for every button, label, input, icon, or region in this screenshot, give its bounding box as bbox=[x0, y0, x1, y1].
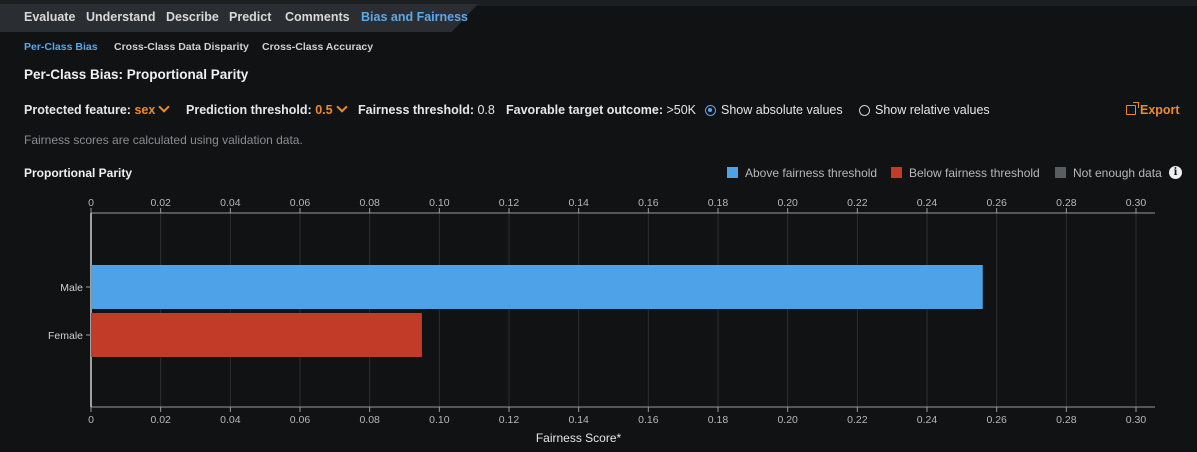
subtab-cross-class-accuracy[interactable]: Cross-Class Accuracy bbox=[262, 41, 374, 53]
x-tick-label-bottom: 0.24 bbox=[917, 414, 938, 426]
fairness-threshold-label: Fairness threshold: bbox=[358, 103, 474, 117]
tab-understand[interactable]: Understand bbox=[86, 10, 156, 24]
x-tick-label-bottom: 0.04 bbox=[220, 414, 241, 426]
export-label: Export bbox=[1140, 103, 1180, 117]
fairness-threshold-control: Fairness threshold: 0.8 bbox=[358, 103, 495, 117]
subtab-per-class-bias[interactable]: Per-Class Bias bbox=[24, 41, 98, 53]
x-tick-label-top: 0.30 bbox=[1126, 197, 1147, 209]
x-tick-label-bottom: 0.10 bbox=[429, 414, 450, 426]
protected-feature-dropdown[interactable]: sex bbox=[134, 101, 170, 117]
x-axis-label: Fairness Score* bbox=[536, 431, 622, 445]
x-tick-label-bottom: 0.08 bbox=[359, 414, 380, 426]
x-tick-label-top: 0.10 bbox=[429, 197, 450, 209]
x-tick-label-bottom: 0 bbox=[88, 414, 94, 426]
x-tick-label-top: 0.20 bbox=[777, 197, 798, 209]
prediction-threshold-control: Prediction threshold: 0.5 bbox=[186, 101, 348, 117]
x-tick-label-top: 0.26 bbox=[986, 197, 1007, 209]
validation-note: Fairness scores are calculated using val… bbox=[24, 133, 303, 147]
show-absolute-label: Show absolute values bbox=[721, 103, 843, 117]
tab-describe[interactable]: Describe bbox=[166, 10, 219, 24]
chart-title: Proportional Parity bbox=[24, 166, 133, 180]
x-tick-label-top: 0.24 bbox=[917, 197, 938, 209]
bar-male bbox=[91, 265, 983, 309]
subtab-cross-class-data-disparity[interactable]: Cross-Class Data Disparity bbox=[114, 41, 249, 53]
tab-comments[interactable]: Comments bbox=[285, 10, 350, 24]
legend-below-label: Below fairness threshold bbox=[909, 166, 1040, 180]
x-tick-label-top: 0.06 bbox=[290, 197, 311, 209]
x-tick-label-bottom: 0.26 bbox=[986, 414, 1007, 426]
radio-unselected-icon bbox=[859, 105, 870, 116]
x-tick-label-top: 0.12 bbox=[499, 197, 520, 209]
y-tick-label: Male bbox=[60, 282, 83, 294]
external-link-icon bbox=[1126, 102, 1139, 115]
x-tick-label-top: 0.02 bbox=[150, 197, 171, 209]
prediction-threshold-label: Prediction threshold: bbox=[186, 103, 312, 117]
export-button[interactable]: Export bbox=[1126, 102, 1180, 117]
x-tick-label-top: 0.18 bbox=[708, 197, 729, 209]
info-icon[interactable]: i bbox=[1169, 166, 1182, 179]
x-tick-label-top: 0.22 bbox=[847, 197, 868, 209]
legend-above-swatch bbox=[727, 167, 738, 178]
x-tick-label-top: 0.16 bbox=[638, 197, 659, 209]
favorable-outcome-value: >50K bbox=[666, 103, 697, 117]
x-tick-label-bottom: 0.02 bbox=[150, 414, 171, 426]
favorable-outcome-control: Favorable target outcome: >50K bbox=[506, 103, 696, 117]
protected-feature-value: sex bbox=[134, 103, 156, 117]
legend-not-enough-label: Not enough data bbox=[1073, 166, 1162, 180]
x-tick-label-top: 0.14 bbox=[568, 197, 589, 209]
x-tick-label-bottom: 0.12 bbox=[499, 414, 520, 426]
favorable-outcome-label: Favorable target outcome: bbox=[506, 103, 663, 117]
show-absolute-radio[interactable]: Show absolute values bbox=[705, 103, 843, 117]
x-tick-label-bottom: 0.06 bbox=[290, 414, 311, 426]
x-tick-label-top: 0.28 bbox=[1056, 197, 1077, 209]
legend-above-label: Above fairness threshold bbox=[745, 166, 878, 180]
prediction-threshold-value: 0.5 bbox=[315, 103, 333, 117]
page-title: Per-Class Bias: Proportional Parity bbox=[24, 67, 249, 82]
x-tick-label-bottom: 0.20 bbox=[777, 414, 798, 426]
x-tick-label-top: 0.04 bbox=[220, 197, 241, 209]
x-tick-label-bottom: 0.16 bbox=[638, 414, 659, 426]
top-strip bbox=[0, 0, 1197, 6]
tab-bias-and-fairness[interactable]: Bias and Fairness bbox=[361, 10, 468, 24]
x-tick-label-bottom: 0.22 bbox=[847, 414, 868, 426]
legend-not-enough: Not enough data bbox=[1055, 166, 1162, 180]
show-relative-radio[interactable]: Show relative values bbox=[859, 103, 990, 117]
main-tab-bar bbox=[0, 4, 478, 32]
bar-female bbox=[91, 313, 422, 357]
fairness-threshold-value: 0.8 bbox=[477, 103, 495, 117]
x-tick-label-top: 0 bbox=[88, 197, 94, 209]
protected-feature-label: Protected feature: bbox=[24, 103, 131, 117]
tab-evaluate[interactable]: Evaluate bbox=[24, 10, 76, 24]
x-tick-label-bottom: 0.28 bbox=[1056, 414, 1077, 426]
x-tick-label-bottom: 0.30 bbox=[1126, 414, 1147, 426]
legend-not-enough-swatch bbox=[1055, 167, 1066, 178]
show-relative-label: Show relative values bbox=[875, 103, 990, 117]
prediction-threshold-dropdown[interactable]: 0.5 bbox=[315, 101, 348, 117]
x-tick-label-top: 0.08 bbox=[359, 197, 380, 209]
legend-below: Below fairness threshold bbox=[891, 166, 1040, 180]
legend-above: Above fairness threshold bbox=[727, 166, 877, 180]
tab-predict[interactable]: Predict bbox=[229, 10, 272, 24]
radio-selected-icon bbox=[705, 105, 716, 116]
x-tick-label-bottom: 0.18 bbox=[708, 414, 729, 426]
protected-feature-control: Protected feature: sex bbox=[24, 101, 170, 117]
x-tick-label-bottom: 0.14 bbox=[568, 414, 589, 426]
legend-below-swatch bbox=[891, 167, 902, 178]
y-tick-label: Female bbox=[48, 330, 83, 342]
